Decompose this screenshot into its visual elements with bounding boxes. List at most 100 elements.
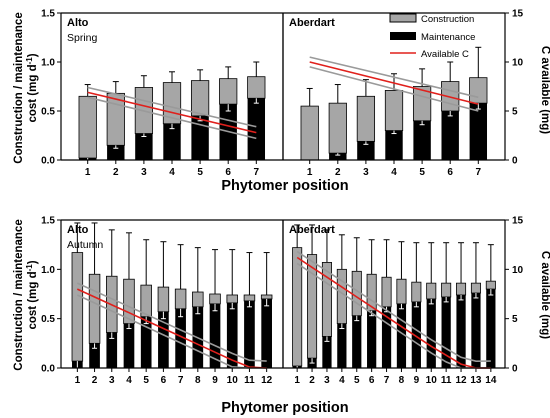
- bar-maintenance: [329, 153, 347, 160]
- panel-subtitle: Autumn: [67, 239, 103, 251]
- bar-maintenance: [244, 300, 255, 368]
- bar-maintenance: [337, 323, 347, 368]
- y-tick-label: 0.0: [41, 364, 55, 375]
- bar-construction: [226, 294, 238, 304]
- bar-maintenance: [352, 315, 362, 368]
- bar-construction: [356, 95, 376, 142]
- x-tick-label: 3: [141, 167, 147, 178]
- bar-maintenance: [158, 311, 169, 368]
- x-tick-label: 6: [369, 375, 375, 386]
- bar-construction: [336, 268, 347, 325]
- x-tick-label: 7: [178, 375, 184, 386]
- bar-maintenance: [106, 332, 118, 368]
- bar-maintenance: [261, 298, 272, 368]
- y-tick-label: 1.5: [41, 9, 55, 20]
- x-tick-label: 1: [307, 167, 313, 178]
- x-label-top: Phytomer position: [221, 178, 348, 194]
- x-tick-label: 5: [143, 375, 149, 386]
- x-tick-label: 9: [414, 375, 420, 386]
- y-tick-label: 1.5: [41, 216, 55, 227]
- bar-construction: [243, 294, 256, 302]
- y2-tick-label: 0: [512, 364, 518, 375]
- x-tick-label: 6: [161, 375, 167, 386]
- bar-construction: [328, 102, 347, 154]
- available-c-line: [87, 91, 257, 134]
- bar-maintenance: [396, 303, 407, 368]
- legend-swatch-construction: [389, 13, 417, 23]
- x-tick-label: 4: [339, 375, 345, 386]
- x-tick-label: 4: [126, 375, 132, 386]
- bar-maintenance: [247, 98, 266, 160]
- x-tick-label: 2: [92, 375, 98, 386]
- y2-tick-label: 0: [512, 156, 518, 167]
- bar-maintenance: [381, 306, 392, 368]
- x-tick-label: 1: [294, 375, 300, 386]
- x-tick-label: 2: [335, 167, 341, 178]
- bar-maintenance: [385, 130, 403, 160]
- y-right-label-bottom: C available (mg): [539, 251, 550, 339]
- bar-construction: [78, 95, 97, 159]
- available-c-line: [296, 256, 491, 369]
- bar-construction: [219, 78, 238, 105]
- available-c-lower-band: [309, 66, 479, 112]
- y-left-label-line2-bottom: cost (mg d-1): [25, 260, 39, 329]
- bar-maintenance: [175, 308, 186, 368]
- y2-tick-label: 10: [512, 58, 524, 69]
- y2-tick-label: 15: [512, 216, 524, 227]
- legend-swatch-maintenance: [390, 32, 416, 40]
- bar-construction: [192, 291, 204, 308]
- x-tick-label: 11: [244, 375, 255, 386]
- x-tick-label: 8: [399, 375, 405, 386]
- bar-construction: [260, 294, 273, 300]
- y2-tick-label: 10: [512, 265, 524, 276]
- x-tick-label: 10: [227, 375, 239, 386]
- panel-2: 1 2 3 4 5 6 7 0 5 10 15 Aberdart: [282, 9, 524, 178]
- bar-maintenance: [426, 298, 436, 368]
- bar-construction: [300, 105, 319, 161]
- x-tick-label: 12: [455, 375, 467, 386]
- bar-maintenance: [191, 115, 209, 160]
- bar-maintenance: [322, 336, 332, 368]
- bar-construction: [411, 281, 422, 303]
- y-left-axis-label-top: Construction / maintenance cost (mg d-1): [13, 12, 39, 163]
- y-left-label-line2-top: cost (mg d-1): [25, 53, 39, 122]
- legend: Construction Maintenance Available C: [389, 13, 475, 60]
- x-tick-label: 1: [85, 167, 91, 178]
- available-c-lower-band: [87, 96, 257, 140]
- bar-maintenance: [471, 293, 481, 368]
- x-tick-label: 10: [426, 375, 438, 386]
- bar-construction: [384, 90, 404, 131]
- bar-construction: [247, 76, 266, 99]
- y2-tick-label: 15: [512, 9, 524, 20]
- x-tick-label: 6: [447, 167, 453, 178]
- available-c-line: [76, 288, 267, 369]
- bar-maintenance: [140, 316, 152, 368]
- bar-maintenance: [413, 120, 431, 160]
- bar-maintenance: [486, 289, 496, 368]
- x-tick-label: 3: [324, 375, 330, 386]
- y-left-label-line1-bottom: Construction / maintenance: [13, 219, 25, 370]
- bar-construction: [470, 282, 481, 294]
- y-tick-label: 1.0: [41, 265, 55, 276]
- bar-maintenance: [357, 141, 375, 160]
- bar-maintenance: [123, 323, 135, 368]
- bar-maintenance: [163, 123, 181, 160]
- y-tick-label: 0.0: [41, 156, 55, 167]
- available-c-line: [309, 61, 479, 105]
- x-tick-label: 5: [354, 375, 360, 386]
- y2-tick-label: 5: [512, 107, 518, 118]
- legend-label-construction: Construction: [421, 14, 474, 25]
- panel-subtitle: Spring: [67, 32, 98, 44]
- y-tick-label: 0.5: [41, 314, 55, 325]
- bar-maintenance: [441, 296, 451, 368]
- x-tick-label: 7: [476, 167, 482, 178]
- x-tick-label: 5: [419, 167, 425, 178]
- y-left-label-line1-top: Construction / maintenance: [13, 12, 25, 163]
- x-label-bottom: Phytomer position: [221, 400, 348, 416]
- bar-maintenance: [469, 103, 488, 160]
- panel-title: Alto: [67, 17, 89, 29]
- x-tick-label: 5: [197, 167, 203, 178]
- y-right-label-top: C available (mg): [539, 46, 550, 134]
